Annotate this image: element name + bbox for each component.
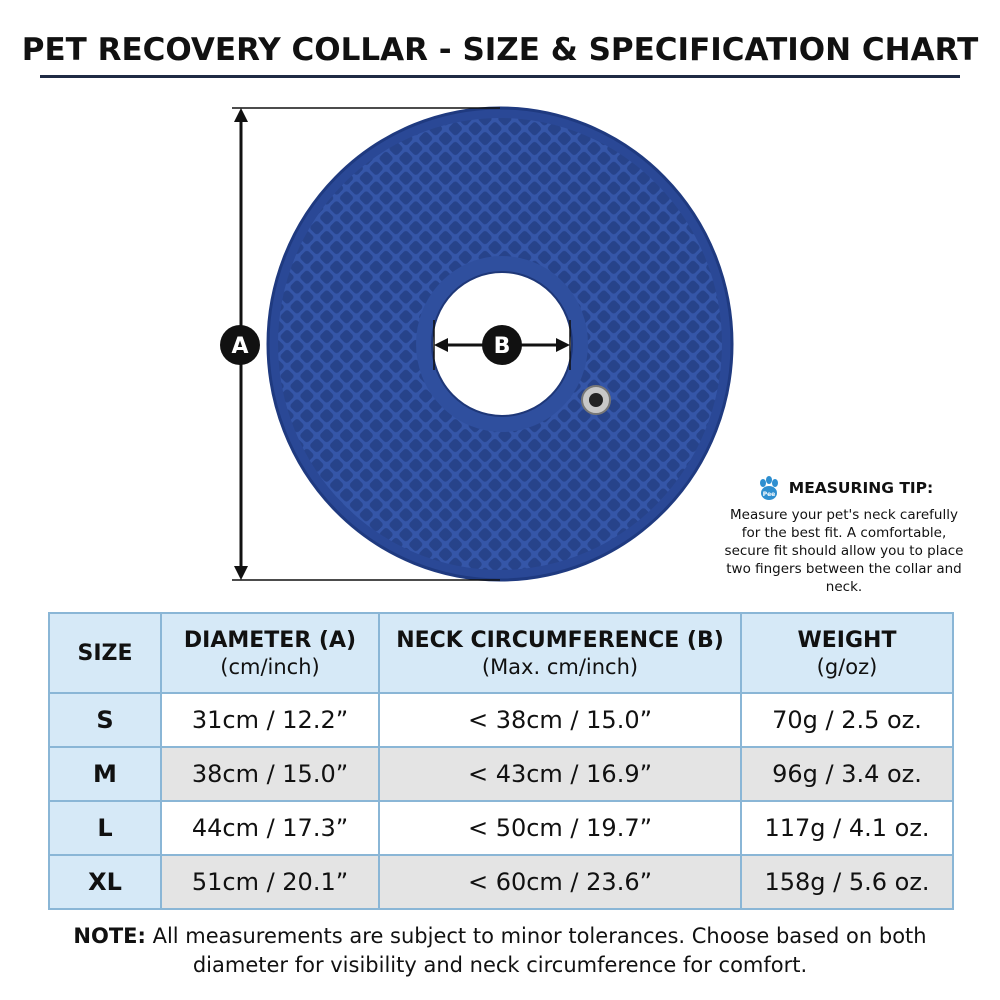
cell-diameter: 38cm / 15.0”	[160, 746, 380, 802]
footnote: NOTE: All measurements are subject to mi…	[40, 922, 960, 980]
tip-text: Measure your pet's neck carefully for th…	[724, 507, 964, 595]
svg-text:Pee: Pee	[762, 491, 775, 498]
cell-size: L	[48, 800, 162, 856]
size-chart-table: SIZE DIAMETER (A) (cm/inch) NECK CIRCUMFE…	[48, 612, 954, 910]
cell-diameter: 51cm / 20.1”	[160, 854, 380, 910]
paw-icon: Pee	[759, 476, 778, 500]
page-title: PET RECOVERY COLLAR - SIZE & SPECIFICATI…	[21, 32, 979, 68]
table-row: L 44cm / 17.3” < 50cm / 19.7” 117g / 4.1…	[48, 800, 954, 856]
cell-weight: 96g / 3.4 oz.	[740, 746, 954, 802]
cell-size: M	[48, 746, 162, 802]
label-a-badge	[220, 325, 260, 365]
collar-diagram: A B	[220, 106, 734, 582]
cell-size: XL	[48, 854, 162, 910]
note-text: All measurements are subject to minor to…	[152, 924, 927, 977]
table-row: S 31cm / 12.2” < 38cm / 15.0” 70g / 2.5 …	[48, 692, 954, 748]
cell-neck: < 43cm / 16.9”	[378, 746, 742, 802]
cell-neck: < 38cm / 15.0”	[378, 692, 742, 748]
cell-weight: 70g / 2.5 oz.	[740, 692, 954, 748]
header-diameter: DIAMETER (A) (cm/inch)	[160, 612, 380, 694]
cell-weight: 158g / 5.6 oz.	[740, 854, 954, 910]
cell-neck: < 60cm / 23.6”	[378, 854, 742, 910]
tip-heading: MEASURING TIP:	[788, 479, 934, 497]
cell-weight: 117g / 4.1 oz.	[740, 800, 954, 856]
cell-neck: < 50cm / 19.7”	[378, 800, 742, 856]
measuring-tip: Pee MEASURING TIP: Measure your pet's ne…	[718, 474, 970, 596]
label-b-badge	[482, 325, 522, 365]
header-neck: NECK CIRCUMFERENCE (B) (Max. cm/inch)	[378, 612, 742, 694]
title-underline	[40, 75, 960, 78]
header-weight: WEIGHT (g/oz)	[740, 612, 954, 694]
table-header-row: SIZE DIAMETER (A) (cm/inch) NECK CIRCUMFE…	[48, 612, 954, 694]
table-row: M 38cm / 15.0” < 43cm / 16.9” 96g / 3.4 …	[48, 746, 954, 802]
table-row: XL 51cm / 20.1” < 60cm / 23.6” 158g / 5.…	[48, 854, 954, 910]
cell-diameter: 44cm / 17.3”	[160, 800, 380, 856]
header-size: SIZE	[48, 612, 162, 694]
label-a: A	[231, 334, 248, 359]
cell-diameter: 31cm / 12.2”	[160, 692, 380, 748]
label-b: B	[494, 334, 511, 359]
note-label: NOTE:	[73, 924, 146, 948]
cell-size: S	[48, 692, 162, 748]
toggle-clasp	[581, 385, 611, 415]
